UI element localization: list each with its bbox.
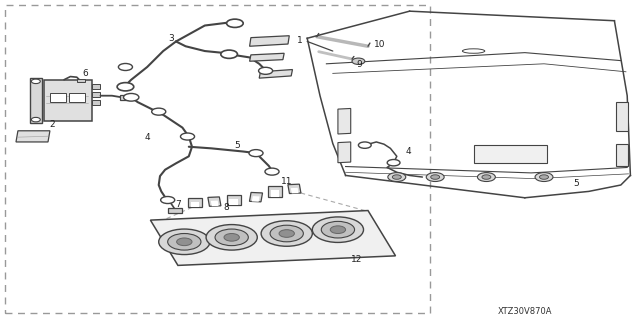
Bar [50,93,66,102]
Bar [44,80,92,121]
Text: 4: 4 [145,133,150,142]
Circle shape [330,226,346,234]
Circle shape [259,67,273,74]
Polygon shape [259,70,292,78]
Circle shape [392,175,401,179]
Text: 3: 3 [169,34,174,43]
Bar [92,100,100,105]
Polygon shape [227,195,241,205]
Circle shape [161,197,175,204]
Circle shape [312,217,364,242]
Polygon shape [616,102,628,131]
Circle shape [358,142,371,148]
Text: 8: 8 [223,204,228,212]
Circle shape [352,58,365,64]
Text: 11: 11 [281,177,292,186]
Bar [120,95,131,100]
Bar [5,5,430,313]
Bar [474,145,547,163]
Circle shape [249,150,263,157]
Polygon shape [288,184,301,194]
Circle shape [227,19,243,27]
Text: 2: 2 [50,120,55,129]
Circle shape [224,234,239,241]
Polygon shape [616,144,628,166]
Circle shape [215,229,248,246]
Circle shape [206,225,257,250]
Bar [92,84,100,89]
Polygon shape [338,108,351,134]
Circle shape [265,168,279,175]
Circle shape [431,175,440,179]
Circle shape [261,221,312,246]
Polygon shape [211,201,219,206]
Circle shape [118,63,132,70]
Polygon shape [268,186,282,197]
Circle shape [321,221,355,238]
Circle shape [152,108,166,115]
Circle shape [270,225,303,242]
Polygon shape [229,199,238,205]
Polygon shape [208,197,221,206]
Text: 10: 10 [374,40,385,48]
Polygon shape [291,188,299,193]
Bar [77,79,85,82]
Text: 6: 6 [83,69,88,78]
Polygon shape [252,196,260,202]
Circle shape [426,173,444,182]
Text: 4: 4 [406,147,411,156]
Polygon shape [250,53,284,61]
Text: 1: 1 [297,36,302,45]
Polygon shape [150,211,396,265]
Polygon shape [188,198,202,207]
Bar [69,93,85,102]
Text: 5: 5 [234,141,239,150]
Text: 7: 7 [175,200,180,209]
Ellipse shape [463,49,485,53]
Circle shape [180,133,195,140]
Circle shape [168,234,201,250]
Bar [92,92,100,97]
Circle shape [535,173,553,182]
Text: 9: 9 [357,60,362,69]
Circle shape [31,79,40,84]
Text: 12: 12 [351,255,363,263]
Circle shape [477,173,495,182]
Circle shape [482,175,491,179]
Circle shape [31,117,40,122]
Text: 5: 5 [573,179,579,188]
Text: XTZ30V870A: XTZ30V870A [497,307,552,315]
Polygon shape [191,202,200,207]
Circle shape [279,230,294,237]
Circle shape [124,93,139,101]
Bar [168,208,182,213]
Circle shape [159,229,210,255]
Circle shape [540,175,548,179]
Polygon shape [16,131,50,142]
Polygon shape [250,192,262,202]
Circle shape [221,50,237,58]
Circle shape [117,83,134,91]
Polygon shape [338,142,351,163]
Circle shape [388,173,406,182]
Circle shape [387,160,400,166]
Polygon shape [271,190,280,197]
Polygon shape [250,36,289,46]
Circle shape [177,238,192,246]
Polygon shape [30,78,42,123]
